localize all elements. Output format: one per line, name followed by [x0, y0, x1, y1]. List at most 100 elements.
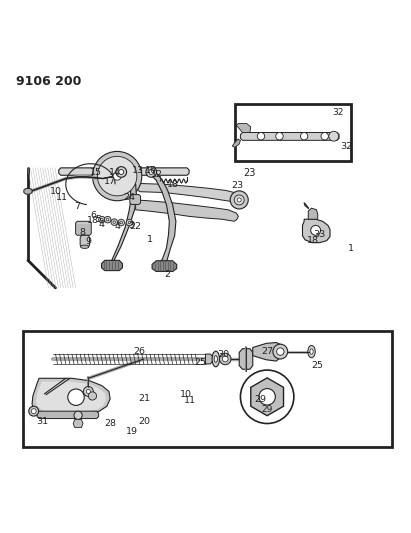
Text: 11: 11 — [184, 395, 196, 405]
Polygon shape — [302, 219, 330, 243]
Polygon shape — [130, 195, 141, 205]
Polygon shape — [136, 200, 238, 221]
Polygon shape — [76, 221, 91, 235]
Polygon shape — [239, 349, 253, 369]
Text: 23: 23 — [231, 181, 244, 190]
Circle shape — [237, 198, 241, 202]
Circle shape — [277, 348, 284, 356]
Polygon shape — [36, 382, 106, 413]
Circle shape — [273, 344, 288, 359]
Polygon shape — [37, 411, 99, 418]
Text: 12: 12 — [151, 170, 164, 179]
Polygon shape — [232, 139, 240, 147]
Text: 25: 25 — [194, 358, 207, 367]
Text: 30: 30 — [217, 350, 229, 359]
Ellipse shape — [81, 245, 89, 248]
Polygon shape — [102, 260, 122, 271]
Text: 9106 200: 9106 200 — [16, 75, 82, 88]
Text: 25: 25 — [311, 361, 323, 370]
Polygon shape — [59, 168, 189, 175]
Circle shape — [300, 133, 308, 140]
Circle shape — [329, 131, 339, 141]
Text: 5: 5 — [95, 215, 101, 224]
Text: 32: 32 — [332, 108, 344, 117]
Text: 28: 28 — [104, 419, 116, 429]
Circle shape — [146, 167, 157, 177]
Circle shape — [119, 169, 124, 174]
Bar — [235, 104, 351, 161]
Text: 18: 18 — [166, 180, 179, 189]
Text: 17: 17 — [104, 177, 116, 187]
Ellipse shape — [212, 351, 219, 367]
Circle shape — [234, 195, 244, 205]
Text: 19: 19 — [126, 427, 139, 436]
Polygon shape — [73, 419, 83, 427]
Text: 18: 18 — [86, 216, 99, 225]
Ellipse shape — [308, 345, 315, 358]
Circle shape — [113, 221, 115, 223]
Text: 33: 33 — [314, 230, 326, 239]
Circle shape — [74, 411, 82, 419]
Text: 11: 11 — [55, 193, 68, 203]
Circle shape — [68, 389, 84, 406]
Bar — [23, 330, 392, 447]
Circle shape — [321, 133, 328, 140]
Circle shape — [126, 219, 133, 226]
Text: 31: 31 — [36, 417, 48, 426]
Circle shape — [88, 392, 97, 400]
Circle shape — [106, 219, 109, 221]
Circle shape — [276, 133, 283, 140]
Text: 2: 2 — [165, 270, 171, 279]
Polygon shape — [32, 378, 110, 415]
Circle shape — [118, 219, 125, 226]
Circle shape — [128, 221, 131, 224]
Polygon shape — [152, 261, 177, 271]
Circle shape — [92, 151, 142, 201]
Circle shape — [97, 156, 137, 196]
Circle shape — [83, 386, 93, 397]
Circle shape — [149, 169, 154, 174]
Polygon shape — [108, 172, 136, 264]
Text: 4: 4 — [99, 221, 105, 230]
Polygon shape — [253, 343, 284, 361]
Text: 23: 23 — [243, 168, 256, 178]
Text: 21: 21 — [138, 393, 150, 402]
Polygon shape — [236, 124, 251, 133]
Polygon shape — [240, 133, 339, 140]
Circle shape — [311, 225, 321, 235]
Text: 26: 26 — [133, 347, 145, 356]
Text: 8: 8 — [79, 228, 85, 237]
Text: 16: 16 — [145, 166, 157, 175]
Circle shape — [116, 167, 127, 177]
Ellipse shape — [214, 356, 217, 362]
Text: 15: 15 — [90, 168, 102, 177]
Circle shape — [257, 133, 265, 140]
Circle shape — [113, 172, 121, 180]
Text: 1: 1 — [147, 235, 153, 244]
Text: 4: 4 — [114, 222, 120, 231]
Polygon shape — [206, 354, 213, 364]
Text: 13: 13 — [132, 166, 144, 175]
Text: 29: 29 — [261, 405, 273, 414]
Text: 10: 10 — [180, 390, 192, 399]
Circle shape — [120, 221, 122, 224]
Text: 29: 29 — [254, 395, 266, 404]
Text: 7: 7 — [74, 203, 80, 212]
Text: 3: 3 — [129, 221, 134, 230]
Polygon shape — [137, 183, 242, 203]
Circle shape — [101, 219, 103, 221]
Text: 27: 27 — [261, 346, 274, 356]
Circle shape — [259, 389, 275, 405]
Polygon shape — [147, 173, 176, 265]
Ellipse shape — [310, 349, 313, 354]
Text: 24: 24 — [123, 193, 135, 203]
Text: 32: 32 — [340, 142, 353, 151]
Text: 20: 20 — [139, 417, 151, 426]
Polygon shape — [251, 378, 284, 416]
Polygon shape — [24, 188, 32, 194]
Text: 18: 18 — [307, 236, 319, 245]
Circle shape — [104, 216, 111, 223]
Circle shape — [240, 370, 294, 424]
Polygon shape — [80, 235, 90, 247]
Polygon shape — [308, 208, 318, 219]
